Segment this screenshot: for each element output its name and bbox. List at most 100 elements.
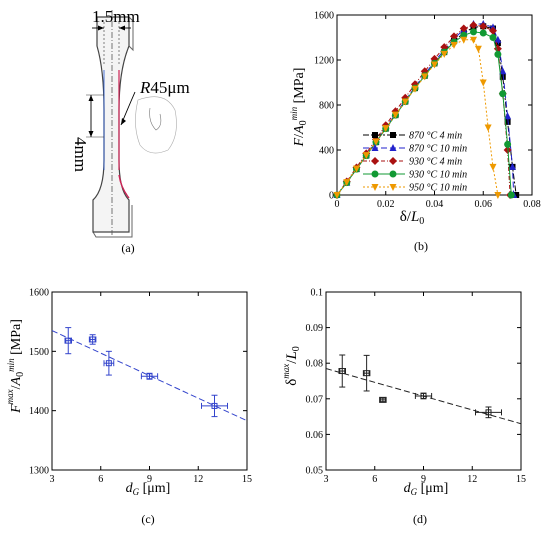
chart-c-point xyxy=(103,350,115,376)
chart-b-ytick-label: 1600 xyxy=(314,11,334,22)
series-4-point xyxy=(353,165,360,173)
series-4-point xyxy=(479,79,487,87)
legend-marker-2 xyxy=(371,157,379,165)
series-1-point xyxy=(499,67,507,75)
chart-c-xtick-label: 9 xyxy=(147,474,152,485)
series-4-point xyxy=(431,61,438,69)
chart-d-ytick-label: 0.05 xyxy=(306,466,324,477)
chart-d-xtick-label: 12 xyxy=(467,474,477,485)
series-3-point xyxy=(499,90,507,98)
chart-c-ytick-label: 1300 xyxy=(29,466,49,477)
series-3-point xyxy=(489,34,497,41)
chart-b-xlabel: δ/L0 xyxy=(400,209,425,227)
chart-c-xtick-label: 15 xyxy=(242,474,252,485)
series-0-point xyxy=(504,118,511,125)
panel-label-b: (b) xyxy=(414,239,428,253)
chart-c-ytick-label: 1600 xyxy=(29,288,49,299)
series-1-point xyxy=(504,112,512,120)
legend-marker-0 xyxy=(372,132,378,138)
series-0-point xyxy=(513,192,520,198)
specimen-outline xyxy=(92,16,130,233)
data-marker xyxy=(211,402,218,409)
legend-marker-3 xyxy=(371,170,379,178)
series-4-point xyxy=(362,152,370,160)
series-4-point xyxy=(392,111,399,119)
specimen-drawing: 1.5mm 4mm R45μm (a) xyxy=(71,7,190,255)
chart-c-point xyxy=(201,394,228,418)
chart-b-ytick-label: 400 xyxy=(319,146,334,157)
legend-label-2: 930 °C 4 min xyxy=(409,157,462,168)
series-4-point xyxy=(440,50,448,58)
chart-c-ytick-label: 1400 xyxy=(29,406,49,417)
data-marker xyxy=(65,337,72,344)
series-3-point xyxy=(504,140,512,148)
legend-marker-1 xyxy=(371,144,379,151)
data-marker xyxy=(146,373,153,380)
series-3-point xyxy=(507,191,515,199)
legend-label-4: 950 °C 10 min xyxy=(409,183,467,194)
legend-marker-3 xyxy=(389,170,397,178)
series-2-point xyxy=(450,32,458,41)
chart-d-xtick-label: 3 xyxy=(324,474,329,485)
data-marker xyxy=(105,360,112,367)
chart-d-xtick-label: 9 xyxy=(421,474,426,485)
chart-d-point xyxy=(379,396,387,403)
chart-c-ylabel: Fmax/A0min [MPa] xyxy=(5,319,26,414)
series-4-point xyxy=(401,98,409,106)
legend-label-1: 870 °C 10 min xyxy=(409,144,467,155)
chart-b-frame xyxy=(336,14,533,196)
chart-d-point xyxy=(338,354,346,388)
panel-label-c: (c) xyxy=(141,512,154,526)
chart-d-ytick-label: 0.06 xyxy=(306,430,324,441)
series-4-point xyxy=(460,36,468,44)
series-line-2 xyxy=(336,24,511,196)
series-4-point xyxy=(421,73,429,81)
series-0-point xyxy=(494,40,501,47)
series-1-point xyxy=(509,162,516,170)
chart-c-frame xyxy=(51,291,248,471)
legend-label-3: 930 °C 10 min xyxy=(409,170,467,181)
chart-d-point xyxy=(362,354,371,392)
series-4-point xyxy=(484,124,492,132)
radius-value: 45μm xyxy=(150,78,189,97)
chart-b-ytick-label: 800 xyxy=(319,101,334,112)
chart-c-xtick-label: 6 xyxy=(98,474,103,485)
chart-b-xtick-label: 0.06 xyxy=(475,199,493,210)
series-4-point xyxy=(372,138,380,146)
chart-d-ytick-label: 0.07 xyxy=(306,394,324,405)
chart-d-ytick-label: 0.1 xyxy=(311,288,324,299)
series-4-point xyxy=(343,179,351,187)
data-marker xyxy=(339,368,346,375)
series-2-point xyxy=(479,22,488,31)
radius-prefix: R xyxy=(139,78,151,97)
chart-d-point xyxy=(475,406,502,419)
data-marker xyxy=(485,409,492,416)
series-4-point xyxy=(494,192,502,199)
chart-c-point xyxy=(64,327,72,355)
chart-d-xlabel: dG [μm] xyxy=(404,481,449,497)
chart-c-xtick-label: 3 xyxy=(50,474,55,485)
chart-b-xtick-label: 0.08 xyxy=(523,199,541,210)
legend-marker-0 xyxy=(390,132,396,138)
chart-c-point xyxy=(88,334,97,345)
panel-label-d: (d) xyxy=(413,512,427,526)
length-label: 4mm xyxy=(71,137,90,172)
series-4-point xyxy=(382,125,390,133)
chart-d-xtick-label: 6 xyxy=(372,474,377,485)
series-4-point xyxy=(474,45,482,53)
chart-d-ytick-label: 0.09 xyxy=(306,323,324,334)
legend-marker-4 xyxy=(389,184,397,191)
series-3-point xyxy=(470,28,477,36)
panel-label-a: (a) xyxy=(121,241,134,255)
chart-b-xtick-label: 0 xyxy=(335,199,340,210)
chart-stress-strain: (b) δ/L0 F/A0min [MPa] 0 0.02 0.04 0.06 0.08… xyxy=(289,11,541,254)
chart-d-frame xyxy=(325,291,522,471)
series-4-point xyxy=(489,163,497,171)
series-4-point xyxy=(333,192,341,199)
chart-c-xtick-label: 12 xyxy=(193,474,203,485)
chart-b-ytick-label: 1200 xyxy=(314,56,334,67)
chart-c-ytick-label: 1500 xyxy=(29,347,49,358)
legend-marker-2 xyxy=(389,157,397,165)
series-4-point xyxy=(450,41,458,49)
